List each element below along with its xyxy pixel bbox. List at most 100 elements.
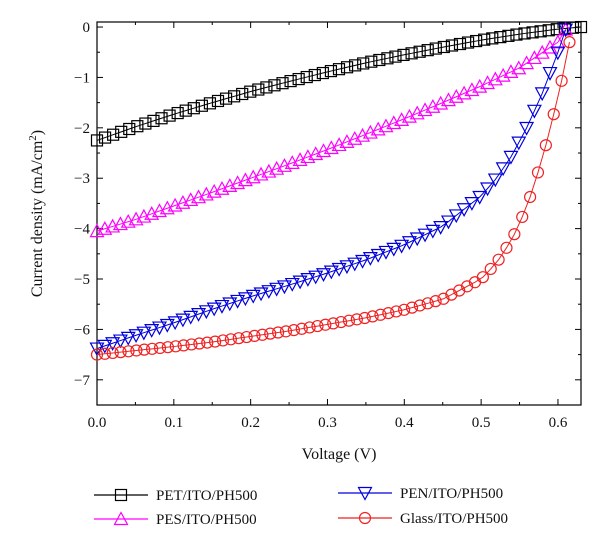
data-point — [228, 90, 241, 103]
data-point — [558, 23, 574, 38]
data-point — [437, 292, 450, 305]
data-point — [397, 48, 410, 62]
data-point — [401, 236, 417, 251]
x-tick-label: 0.6 — [549, 415, 568, 431]
y-axis-title-sup: 2 — [27, 135, 39, 141]
data-point — [128, 329, 144, 344]
data-point — [398, 303, 411, 316]
data-point — [382, 307, 395, 320]
data-point — [195, 99, 208, 112]
legend-marker — [114, 488, 128, 502]
x-tick-label: 0.3 — [318, 415, 337, 431]
data-point — [453, 284, 466, 297]
legend-item: PET/ITO/PH500 — [94, 488, 257, 504]
data-point — [425, 224, 441, 239]
data-point — [319, 318, 332, 331]
data-point — [230, 294, 246, 309]
data-point — [292, 72, 305, 86]
series-square — [90, 20, 588, 147]
data-point — [245, 289, 261, 304]
data-point — [256, 328, 269, 341]
data-point — [526, 104, 542, 119]
data-point — [214, 299, 230, 314]
data-point — [347, 257, 363, 272]
data-point — [222, 297, 238, 312]
data-point — [495, 67, 511, 82]
series-line — [96, 26, 582, 141]
legend-item: PES/ITO/PH500 — [94, 511, 257, 528]
data-point — [193, 337, 206, 350]
data-point — [365, 55, 378, 68]
y-tick-label: −2 — [74, 121, 90, 137]
series-triangle-down — [89, 23, 574, 357]
data-point — [362, 251, 378, 266]
data-point — [260, 81, 273, 94]
legend-label: PEN/ITO/PH500 — [400, 486, 503, 502]
data-point — [495, 162, 511, 177]
data-point — [357, 57, 370, 70]
data-point — [487, 71, 503, 86]
data-point — [244, 85, 257, 98]
data-point — [456, 203, 472, 218]
data-point — [185, 338, 198, 351]
data-point — [159, 318, 175, 333]
data-point — [487, 173, 503, 188]
data-point — [138, 343, 151, 356]
data-point — [366, 310, 379, 323]
data-point — [327, 317, 340, 330]
y-tick-label: −6 — [74, 322, 90, 338]
data-point — [300, 273, 316, 287]
data-point — [381, 52, 394, 65]
data-point — [98, 347, 111, 360]
data-point — [139, 117, 152, 130]
data-point — [440, 215, 456, 230]
data-point — [417, 228, 433, 243]
data-point — [248, 329, 261, 343]
data-point — [292, 275, 308, 290]
data-point — [510, 28, 523, 41]
data-point — [480, 182, 496, 197]
data-point — [421, 297, 434, 310]
data-point — [163, 109, 176, 122]
data-point — [461, 280, 474, 293]
data-point — [284, 74, 297, 88]
x-tick-label: 0.0 — [88, 415, 107, 431]
data-point — [183, 310, 199, 325]
data-point — [405, 301, 419, 314]
data-point — [224, 333, 237, 346]
data-point — [175, 313, 191, 328]
data-point — [542, 24, 555, 37]
data-point — [332, 63, 346, 76]
data-point — [484, 262, 497, 276]
data-point — [315, 268, 332, 282]
data-point — [405, 47, 418, 60]
data-point — [161, 341, 174, 354]
data-point — [542, 66, 558, 81]
legend-label: PES/ITO/PH500 — [156, 512, 257, 528]
data-point — [511, 60, 527, 75]
data-point — [287, 324, 300, 337]
data-point — [503, 64, 519, 79]
data-point — [284, 277, 300, 292]
data-point — [340, 61, 354, 74]
data-point — [219, 92, 233, 105]
data-point — [413, 45, 426, 58]
data-point — [486, 32, 499, 45]
data-point — [122, 345, 135, 358]
legend-label: Glass/ITO/PH500 — [400, 511, 508, 527]
data-point — [171, 106, 184, 120]
data-point — [550, 34, 566, 49]
data-point — [386, 242, 402, 257]
data-point — [470, 34, 483, 48]
y-axis-title: Current density (mA/cm2) — [27, 130, 46, 297]
data-point — [518, 27, 531, 40]
data-point — [123, 122, 136, 136]
data-point — [389, 50, 402, 63]
data-point — [167, 316, 183, 331]
data-point — [201, 336, 214, 349]
data-point — [464, 197, 480, 211]
data-point — [476, 271, 489, 284]
data-point — [492, 253, 505, 266]
x-tick-label: 0.2 — [241, 415, 260, 431]
